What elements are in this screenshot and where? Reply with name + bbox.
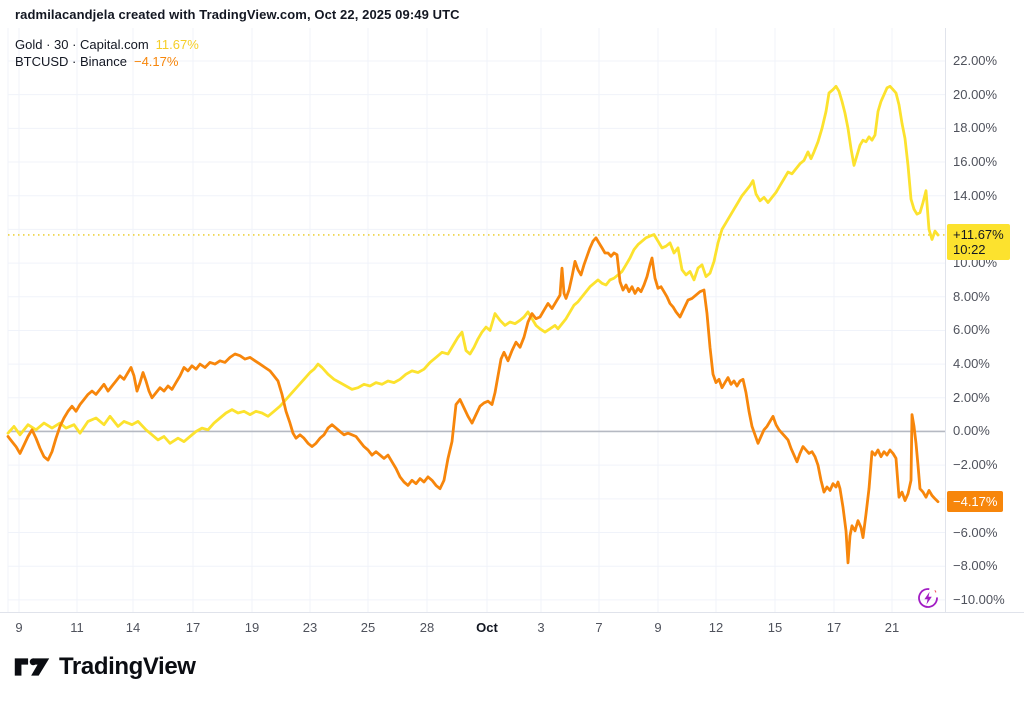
y-axis-label: 0.00% <box>953 423 990 439</box>
legend-btc-label: BTCUSD · Binance <box>15 54 127 69</box>
x-axis-label: 14 <box>125 620 141 635</box>
x-axis-label: 15 <box>767 620 783 635</box>
attribution-text: radmilacandjela created with TradingView… <box>15 7 460 22</box>
y-axis-label: 2.00% <box>953 389 990 405</box>
x-axis-label: 21 <box>884 620 900 635</box>
legend-gold-label: Gold · 30 · Capital.com <box>15 37 149 52</box>
chart-legend: Gold · 30 · Capital.com 11.67% BTCUSD · … <box>15 36 199 70</box>
y-axis-label: 8.00% <box>953 288 990 304</box>
y-axis-label: −6.00% <box>953 524 998 540</box>
tradingview-logo[interactable]: TradingView <box>14 653 196 681</box>
legend-row-gold: Gold · 30 · Capital.com 11.67% <box>15 36 199 53</box>
time-axis: 9 11 14 17 19 23 25 28 Oct 3 7 9 12 15 17 21 <box>0 612 945 642</box>
y-axis-label: 16.00% <box>953 154 998 170</box>
time-axis-separator <box>945 612 1024 613</box>
legend-btc-value: −4.17% <box>133 54 179 69</box>
x-axis-label: 12 <box>708 620 724 635</box>
x-axis-label: 9 <box>654 620 662 635</box>
legend-gold-value: 11.67% <box>155 37 199 52</box>
x-axis-label: 23 <box>302 620 318 635</box>
gold-price-badge: +11.67% 10:22 <box>947 223 1010 260</box>
price-axis: −10.00%−8.00%−6.00%−4.00%−2.00%0.00%2.00… <box>945 28 1024 612</box>
btc-price-value: −4.17% <box>953 493 998 509</box>
x-axis-label: 28 <box>419 620 435 635</box>
gold-price-time: 10:22 <box>953 241 986 257</box>
btc-price-badge: −4.17% <box>947 490 1004 512</box>
x-axis-label: 19 <box>244 620 260 635</box>
x-axis-label: 11 <box>70 620 84 635</box>
x-axis-label: 7 <box>595 620 603 635</box>
y-axis-label: 18.00% <box>953 120 998 136</box>
y-axis-label: −10.00% <box>953 591 1005 607</box>
brand-text: TradingView <box>59 653 196 680</box>
tradingview-mark-icon <box>14 658 50 676</box>
y-axis-label: −8.00% <box>953 558 998 574</box>
gold-series-line <box>6 84 940 445</box>
gold-price-value: +11.67% <box>953 226 1004 242</box>
y-axis-label: −2.00% <box>953 457 998 473</box>
y-axis-label: 20.00% <box>953 86 998 102</box>
x-axis-label: 9 <box>15 620 23 635</box>
y-axis-label: 6.00% <box>953 322 990 338</box>
x-axis-label: Oct <box>476 620 498 635</box>
legend-row-btc: BTCUSD · Binance −4.17% <box>15 53 199 70</box>
y-axis-label: 4.00% <box>953 356 990 372</box>
x-axis-label: 25 <box>360 620 376 635</box>
x-axis-label: 17 <box>185 620 201 635</box>
x-axis-label: 3 <box>537 620 545 635</box>
flash-icon <box>915 585 941 611</box>
btc-series-line <box>6 236 940 565</box>
x-axis-label: 17 <box>826 620 842 635</box>
y-axis-label: 22.00% <box>953 53 998 68</box>
y-axis-label: 14.00% <box>953 187 998 203</box>
comparison-chart <box>6 28 945 612</box>
